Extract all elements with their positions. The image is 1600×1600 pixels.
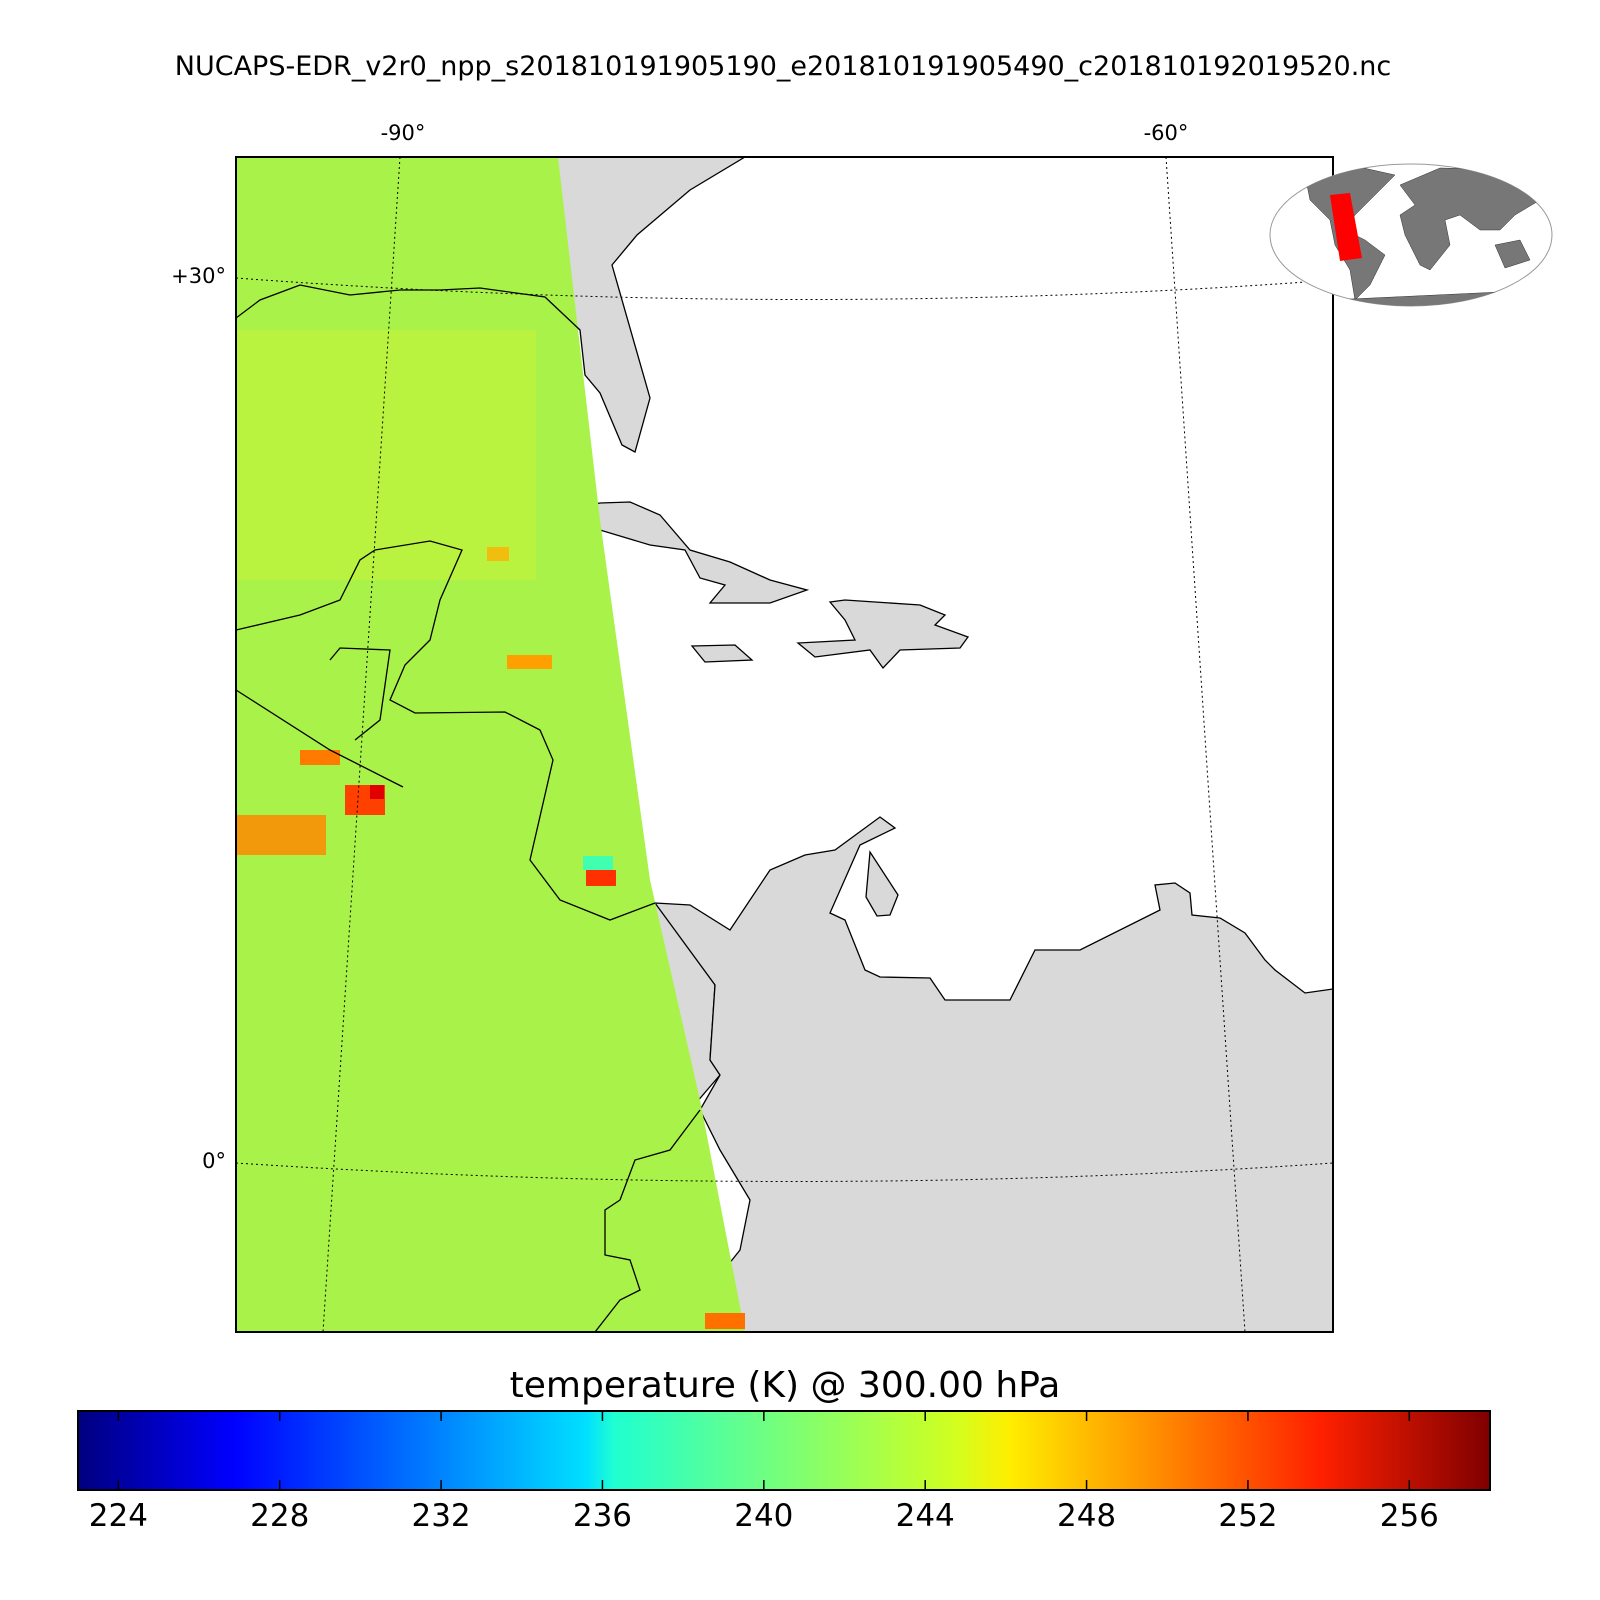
map-title: NUCAPS-EDR_v2r0_npp_s201810191905190_e20… (175, 51, 1391, 82)
hot-cell (236, 815, 326, 855)
colorbar-tick-label: 224 (89, 1498, 148, 1534)
graticule-lat-0 (236, 1162, 1333, 1182)
lat-label: 0° (202, 1149, 226, 1173)
lon-label: -90° (381, 121, 426, 145)
colorbar-ticks: 224 228 232 236 240 244 248 252 256 (89, 1411, 1439, 1534)
coastline-overlay (236, 284, 701, 1332)
land-jamaica (690, 644, 754, 663)
colorbar-tick-label: 252 (1218, 1498, 1277, 1534)
hot-cell (487, 547, 509, 561)
colorbar-tick-label: 256 (1380, 1498, 1439, 1534)
graticule-lat-30 (236, 277, 1333, 300)
colorbar (77, 1410, 1491, 1491)
swath (236, 157, 745, 1332)
graticule-lon-90 (322, 157, 401, 1332)
hot-cell (507, 655, 552, 669)
lat-label: +30° (171, 264, 226, 288)
hot-cell (370, 785, 384, 799)
colorbar-tick-label: 244 (896, 1498, 955, 1534)
globe-australia (1494, 239, 1531, 269)
land-cuba (534, 501, 810, 604)
land-venezuela-peninsula (865, 850, 899, 917)
colorbar-tick-label: 248 (1057, 1498, 1116, 1534)
cool-cell (583, 856, 613, 870)
colorbar-tick-label: 236 (573, 1498, 632, 1534)
colorbar-tick-label: 240 (734, 1498, 793, 1534)
hot-cell (586, 870, 616, 886)
lon-label: -60° (1144, 121, 1189, 145)
globe-swath (1330, 193, 1362, 261)
graticule-lon-60 (1165, 157, 1246, 1332)
hot-cell (705, 1313, 745, 1329)
land-hispaniola (796, 599, 970, 670)
colorbar-tick-label: 228 (250, 1498, 309, 1534)
map-area (236, 157, 1333, 1332)
map-frame (235, 156, 1334, 1333)
hot-cell (300, 750, 340, 765)
inset-globe (1269, 163, 1553, 307)
colorbar-label: temperature (K) @ 300.00 hPa (510, 1365, 1061, 1406)
colorbar-tick-label: 232 (411, 1498, 470, 1534)
land-south-america (653, 816, 1333, 1332)
